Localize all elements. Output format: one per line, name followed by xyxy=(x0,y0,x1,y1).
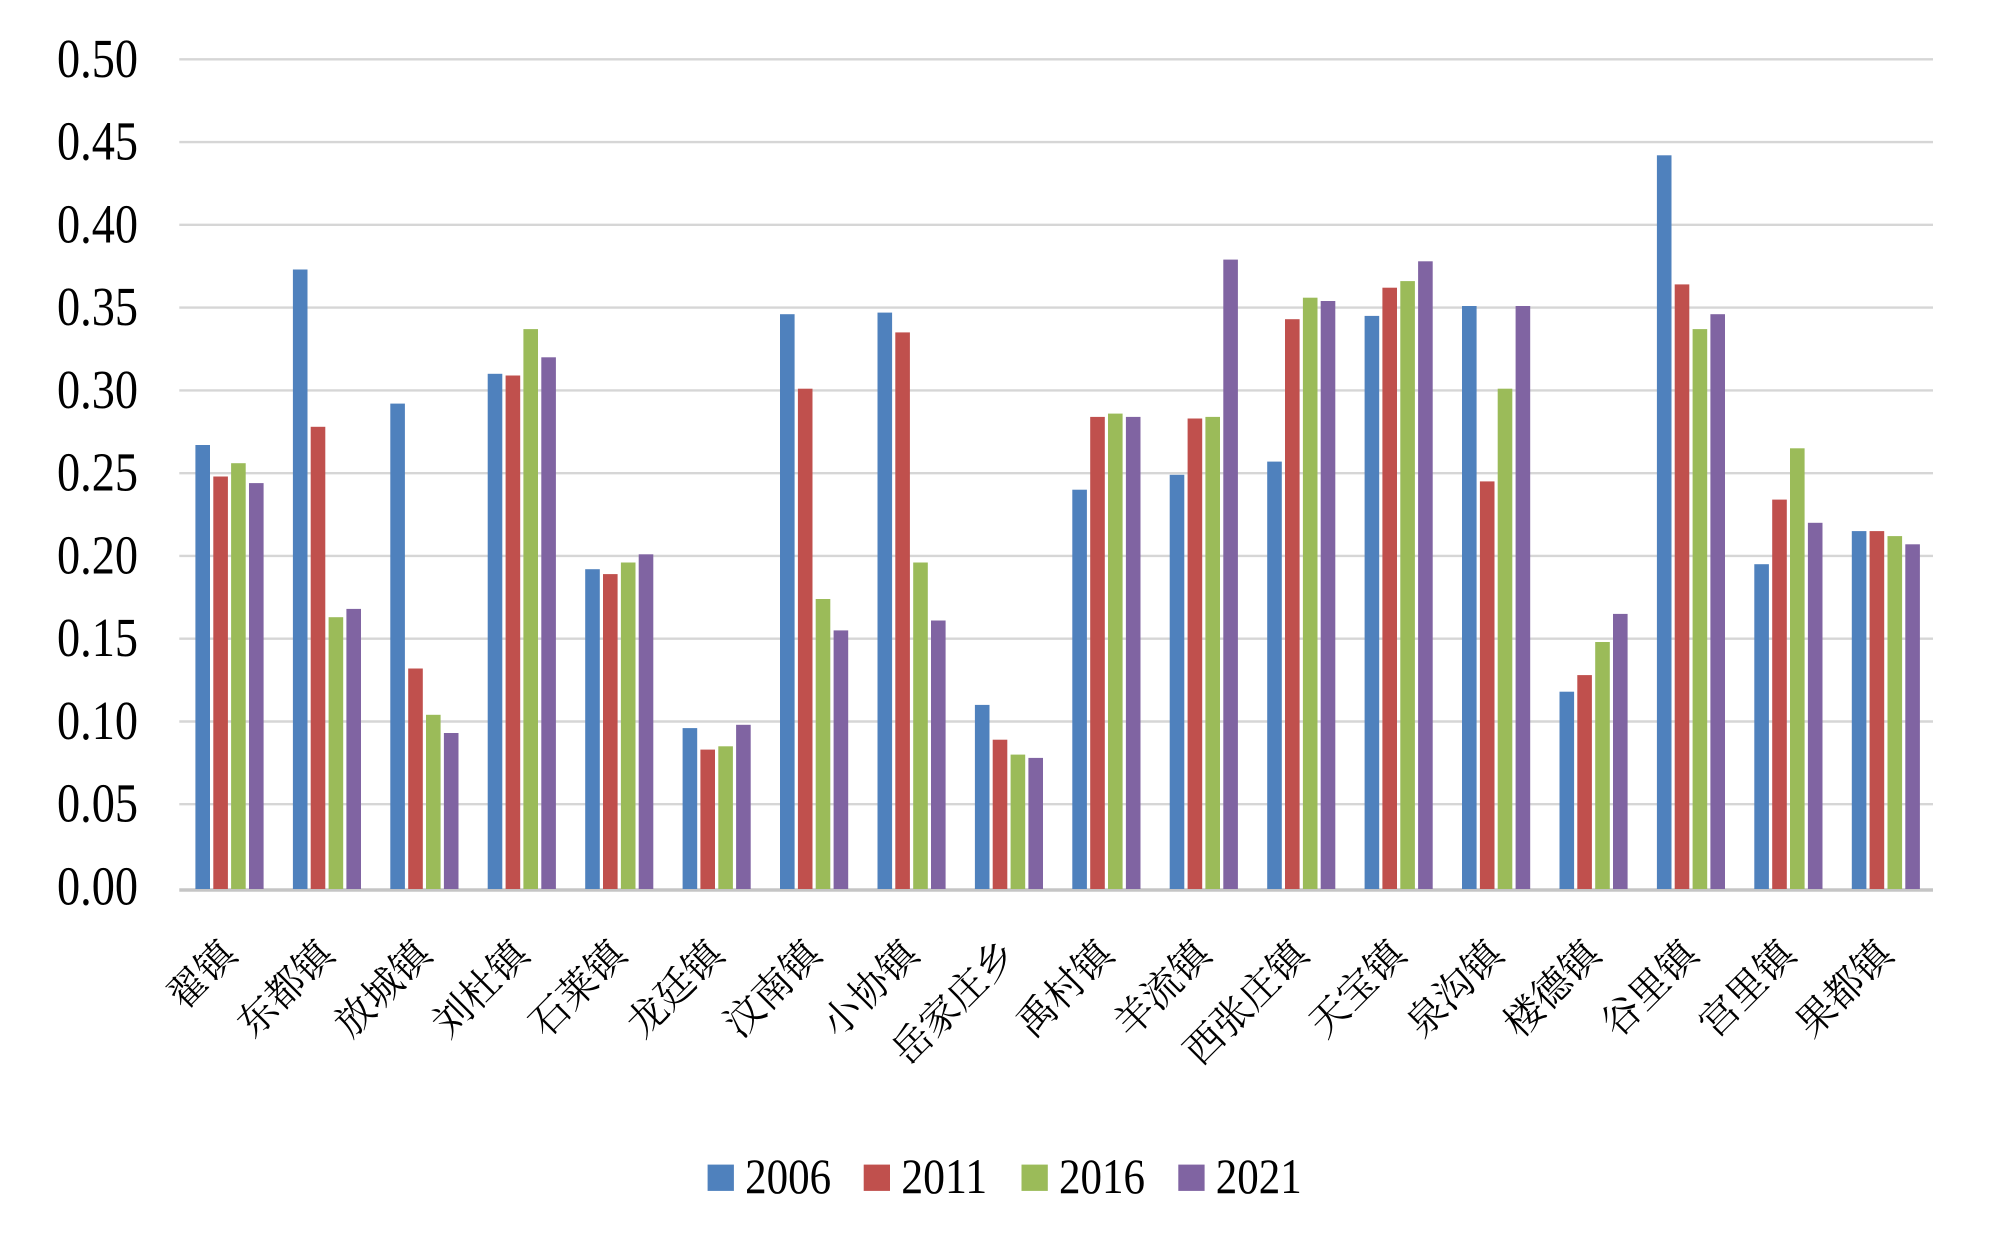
svg-text:0.00: 0.00 xyxy=(57,856,138,917)
svg-text:0.35: 0.35 xyxy=(57,276,138,337)
svg-text:0.05: 0.05 xyxy=(57,773,138,834)
svg-text:2021: 2021 xyxy=(1216,1148,1302,1204)
svg-text:0.10: 0.10 xyxy=(57,690,138,751)
svg-text:2006: 2006 xyxy=(745,1148,831,1204)
svg-text:0.45: 0.45 xyxy=(57,111,138,172)
svg-text:2016: 2016 xyxy=(1059,1148,1145,1204)
svg-text:2011: 2011 xyxy=(901,1148,987,1204)
svg-text:0.30: 0.30 xyxy=(57,359,138,420)
svg-text:0.15: 0.15 xyxy=(57,607,138,668)
svg-text:0.25: 0.25 xyxy=(57,442,138,503)
svg-text:0.50: 0.50 xyxy=(57,28,138,89)
svg-text:0.40: 0.40 xyxy=(57,193,138,254)
svg-text:0.20: 0.20 xyxy=(57,524,138,585)
